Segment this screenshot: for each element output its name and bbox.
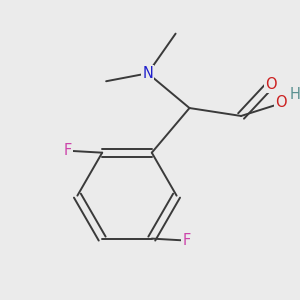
Text: H: H xyxy=(289,87,300,102)
Text: F: F xyxy=(63,143,72,158)
Text: F: F xyxy=(182,233,190,248)
Text: O: O xyxy=(275,94,286,110)
Text: O: O xyxy=(265,77,277,92)
Text: N: N xyxy=(142,66,153,81)
